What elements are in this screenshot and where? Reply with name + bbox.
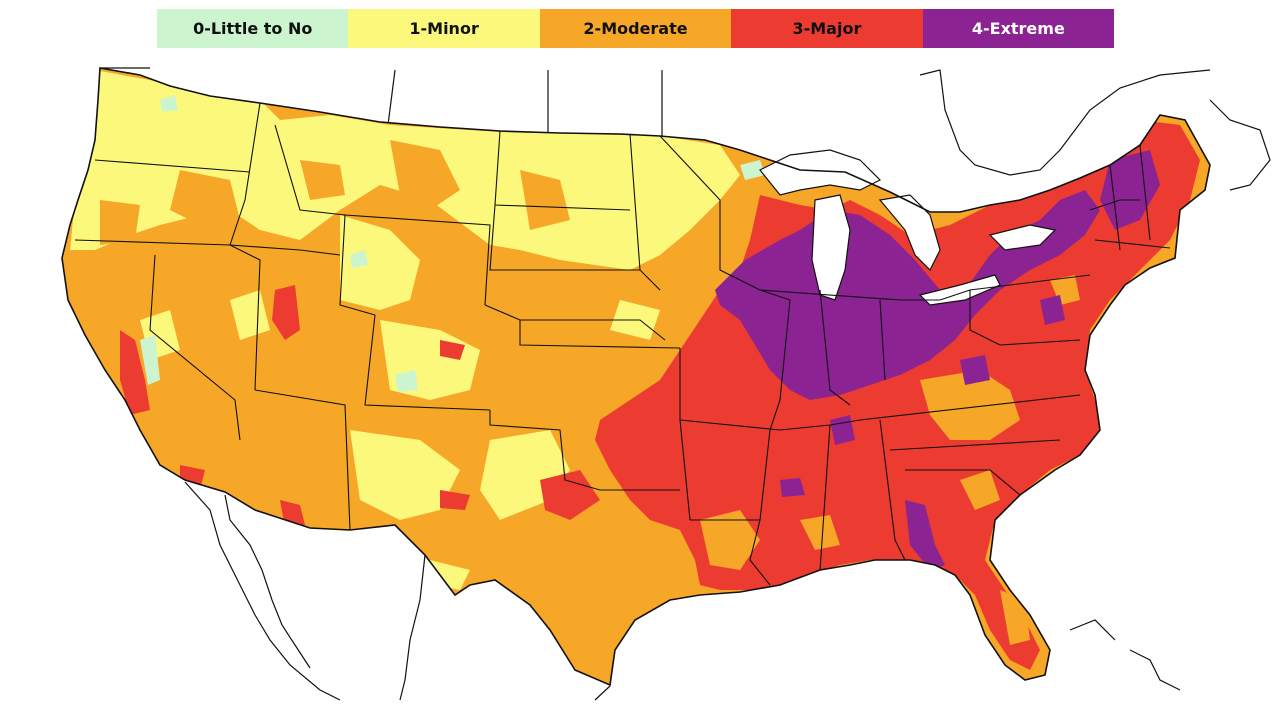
heat-risk-map (61, 67, 1271, 701)
risk-legend: 0-Little to No 1-Minor 2-Moderate 3-Majo… (157, 9, 1115, 48)
legend-item-little: 0-Little to No (157, 9, 349, 48)
great-lakes (759, 149, 1057, 306)
legend-item-moderate: 2-Moderate (539, 9, 732, 48)
state-borders (74, 102, 1171, 586)
legend-item-extreme: 4-Extreme (922, 9, 1115, 48)
legend-item-minor: 1-Minor (348, 9, 540, 48)
surrounding-land-outlines (100, 67, 1271, 701)
legend-item-major: 3-Major (731, 9, 923, 48)
us-outline (61, 67, 1211, 687)
